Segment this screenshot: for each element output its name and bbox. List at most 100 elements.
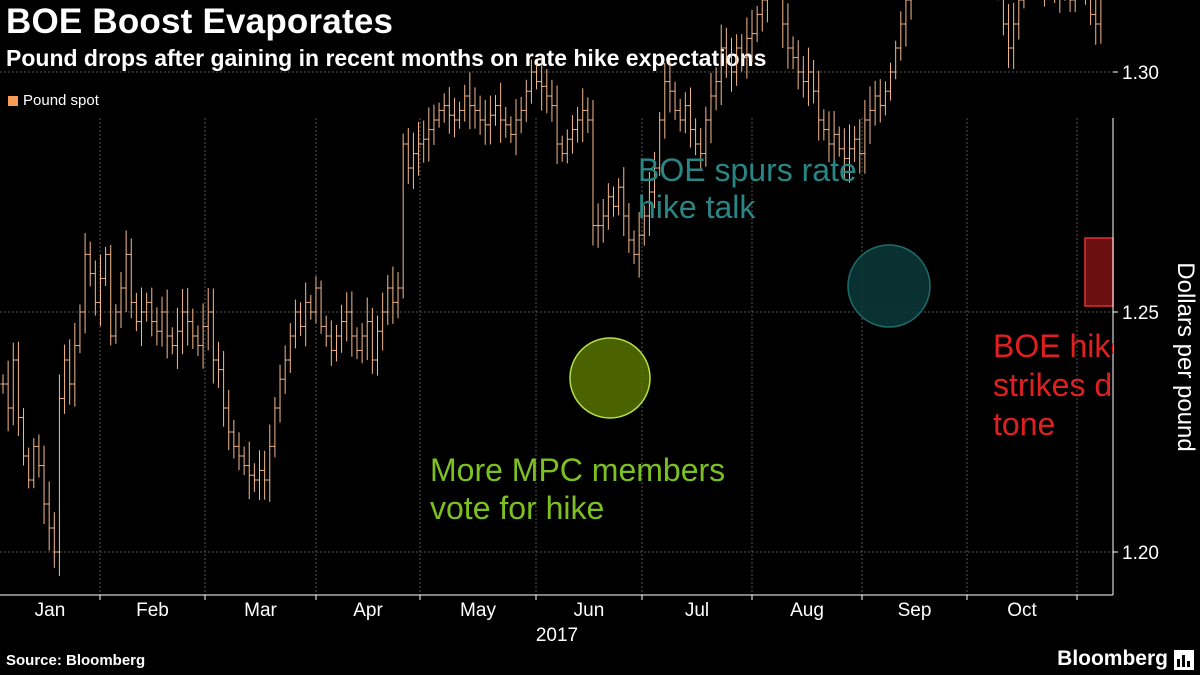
price-bar [723,27,729,78]
price-bar [349,291,355,357]
price-bar [410,132,416,189]
y-tick-label: 1.30 [1122,63,1159,84]
annotation-text-line: strikes dovish [993,367,1187,403]
price-bar [97,254,103,327]
price-bar [539,57,545,111]
price-bar [595,203,601,248]
y-tick-label: 1.20 [1122,543,1159,564]
x-tick-label: Jan [35,600,66,621]
price-bar [1084,0,1086,5]
price-bar [108,244,114,346]
price-bar [236,432,242,471]
price-bar [569,115,575,154]
x-tick-label: Jun [574,600,605,621]
price-bar [687,87,693,148]
price-bar [872,80,878,126]
price-bar [908,0,912,20]
x-year-label: 2017 [536,625,578,646]
price-bar [159,296,165,347]
price-bar [693,118,699,156]
price-bar [87,241,93,287]
price-bar [487,95,493,145]
price-bar [790,36,796,70]
price-bar [590,100,596,246]
price-bar [816,70,822,141]
price-bar [739,34,745,72]
price-bar [277,364,283,423]
price-bar [185,287,191,346]
price-bar [144,292,150,322]
chart-subtitle: Pound drops after gaining in recent mont… [6,45,767,71]
price-bar [795,40,801,90]
price-bar [421,120,427,163]
price-bar [380,292,386,351]
x-tick-label: Apr [353,600,383,621]
price-bar [251,463,257,492]
price-bar [857,119,863,174]
axis-layer: 1.201.251.301.35JanFebMarAprMayJunJulAug… [0,63,1199,646]
price-bar [785,3,791,69]
price-bar [1016,0,1022,40]
price-bar [877,79,883,123]
annotation-text-line: hike talk [638,189,756,225]
price-bar [190,308,196,349]
price-bar [846,124,852,183]
price-bar [15,341,21,436]
price-bar [41,445,47,524]
price-bar [518,97,524,134]
price-bar [759,0,765,32]
price-bar [657,111,663,177]
price-bar [472,87,478,129]
price-bar [298,302,304,337]
price-bar [498,82,504,143]
price-bar [703,106,709,167]
price-bar [446,87,452,134]
price-bar [46,481,52,551]
price-bar [82,233,88,334]
annotation-text-line: BOE spurs rate [638,152,857,188]
price-bar [400,133,406,299]
price-bar [493,95,499,126]
price-bar [128,238,134,319]
price-bar [339,304,345,353]
price-bar [92,260,98,316]
price-bar [344,292,350,342]
price-bar [441,93,447,123]
price-bar [118,272,124,328]
price-bar [226,389,232,451]
price-bar [215,341,221,388]
price-bar [205,287,211,351]
price-bar [195,325,201,357]
price-bar [898,11,904,61]
x-tick-label: Mar [244,600,277,621]
price-bar [528,59,534,104]
price-bar [375,315,381,376]
price-bar [139,287,145,347]
price-bar [698,128,704,170]
annotation-box-boe-hike [1084,237,1114,307]
price-bar [888,62,894,101]
price-bar [1093,0,1099,45]
price-bar [728,37,734,92]
price-bar [508,116,514,143]
price-bar [523,79,529,122]
price-bar [323,315,329,347]
price-bar [262,450,268,500]
price-bar [246,441,252,500]
x-tick-label: Jul [685,600,709,621]
price-bar [174,307,180,370]
price-bar [26,447,32,489]
price-bar [308,294,314,320]
price-bar [67,339,73,405]
price-bar [626,203,632,253]
brand-name: Bloomberg [1057,647,1168,670]
price-bar [800,56,806,98]
price-bar [1072,0,1076,12]
price-bar [51,512,57,568]
price-bar [467,72,473,130]
price-bar [221,350,227,427]
price-bar [585,97,591,133]
price-bar [841,128,847,179]
